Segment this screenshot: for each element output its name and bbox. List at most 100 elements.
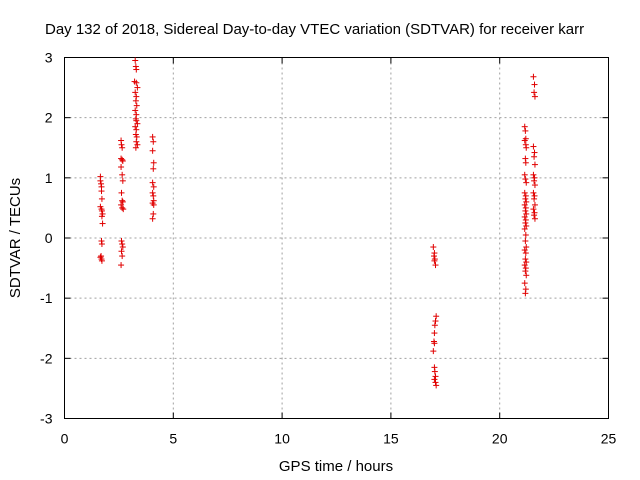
data-point: [132, 57, 139, 64]
data-point: [132, 97, 139, 104]
data-point: [522, 127, 529, 134]
data-point: [118, 201, 125, 208]
data-point: [523, 259, 530, 266]
data-point: [431, 322, 438, 329]
data-point: [522, 207, 529, 214]
data-point: [119, 253, 126, 260]
data-point: [432, 373, 439, 380]
data-point: [531, 182, 538, 189]
data-point: [119, 177, 126, 184]
data-point: [523, 198, 530, 205]
data-point: [523, 210, 530, 217]
data-point: [431, 376, 438, 383]
data-point: [522, 238, 529, 245]
data-point: [119, 144, 126, 151]
x-tick-label: 20: [492, 431, 508, 447]
data-point: [149, 147, 156, 154]
data-point: [149, 133, 156, 140]
data-point: [149, 189, 156, 196]
data-point: [134, 120, 141, 127]
data-point: [133, 117, 140, 124]
x-tick-label: 0: [61, 431, 69, 447]
data-point: [150, 210, 157, 217]
data-point: [522, 231, 529, 238]
data-point: [132, 107, 139, 114]
data-point: [133, 66, 140, 73]
chart-title: Day 132 of 2018, Sidereal Day-to-day VTE…: [45, 21, 584, 38]
data-point: [132, 144, 139, 151]
data-point: [522, 219, 529, 226]
data-point: [119, 198, 126, 205]
data-point: [150, 159, 157, 166]
data-point: [521, 247, 528, 254]
data-point: [120, 206, 127, 213]
data-point: [522, 176, 529, 183]
data-point: [134, 84, 141, 91]
data-point: [98, 213, 105, 220]
data-point: [119, 156, 126, 163]
y-tick-label: -1: [40, 290, 53, 306]
data-point: [133, 138, 140, 145]
data-point: [149, 179, 156, 186]
data-point: [150, 138, 157, 145]
data-point: [97, 254, 104, 261]
data-point: [150, 183, 157, 190]
x-tick-label: 25: [601, 431, 617, 447]
data-point: [118, 164, 125, 171]
data-point: [98, 188, 105, 195]
data-point: [98, 195, 105, 202]
data-point: [522, 250, 529, 257]
axis-ticks: 0 5 10 15 20 25 -3 -2 -1 0 1 2 3: [40, 50, 616, 447]
data-point: [432, 379, 439, 386]
data-point: [530, 189, 537, 196]
data-point: [431, 368, 438, 375]
data-point: [530, 73, 537, 80]
data-point: [119, 204, 126, 211]
data-point: [521, 280, 528, 287]
data-point: [531, 93, 538, 100]
data-point: [432, 318, 439, 325]
data-point: [133, 79, 140, 86]
data-point: [522, 268, 529, 275]
y-tick-label: 0: [45, 230, 53, 246]
data-point: [531, 89, 538, 96]
data-points: [97, 57, 538, 389]
data-point: [431, 340, 438, 347]
data-point: [523, 272, 530, 279]
data-point: [523, 179, 530, 186]
data-point: [132, 89, 139, 96]
data-point: [433, 313, 440, 320]
data-point: [431, 330, 438, 337]
data-point: [521, 189, 528, 196]
data-point: [98, 257, 105, 264]
y-tick-label: -3: [40, 411, 53, 427]
data-point: [531, 161, 538, 168]
data-point: [119, 197, 126, 204]
x-axis-title: GPS time / hours: [279, 458, 393, 475]
data-point: [521, 213, 528, 220]
data-point: [522, 290, 529, 297]
data-point: [134, 141, 141, 148]
data-point: [133, 102, 140, 109]
data-point: [430, 348, 437, 355]
data-point: [119, 241, 126, 248]
data-point: [118, 141, 125, 148]
data-point: [531, 195, 538, 202]
data-point: [531, 212, 538, 219]
y-tick-label: -2: [40, 350, 53, 366]
data-point: [522, 256, 529, 263]
data-point: [523, 222, 530, 229]
data-point: [522, 159, 529, 166]
data-point: [99, 220, 106, 227]
data-point: [119, 244, 126, 251]
data-point: [531, 177, 538, 184]
grid-lines: [64, 57, 609, 419]
data-point: [523, 244, 530, 251]
y-axis-title: SDTVAR / TECUs: [7, 178, 24, 298]
data-point: [531, 81, 538, 88]
y-tick-label: 2: [45, 110, 53, 126]
data-point: [132, 123, 139, 130]
data-point: [521, 137, 528, 144]
data-point: [98, 241, 105, 248]
